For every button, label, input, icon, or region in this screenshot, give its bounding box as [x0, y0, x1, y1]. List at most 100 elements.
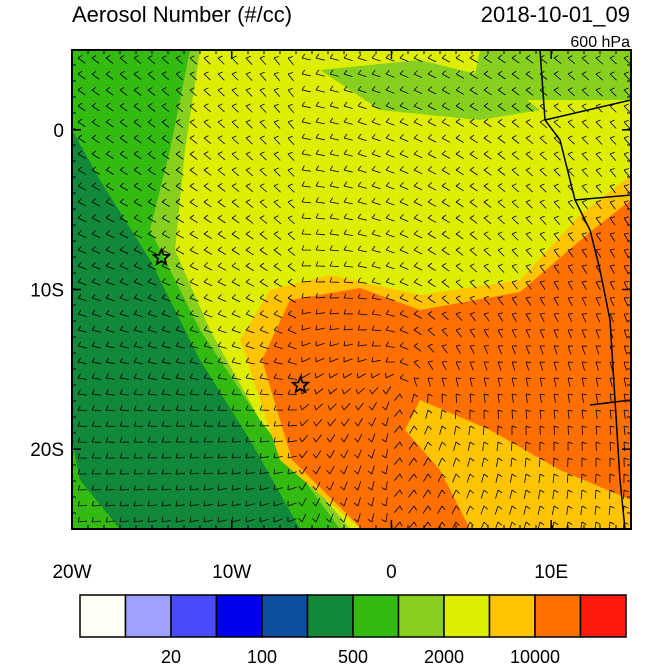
- colorbar-box: [215, 594, 263, 638]
- barb: [203, 501, 213, 507]
- barb: [91, 150, 100, 159]
- barb: [595, 248, 602, 258]
- barb: [119, 405, 130, 412]
- barb: [581, 248, 588, 258]
- barb: [287, 56, 294, 66]
- x-tick-label: 20W: [52, 562, 91, 583]
- barb: [497, 393, 503, 403]
- barb: [441, 246, 450, 256]
- barb: [355, 402, 364, 411]
- barb: [147, 405, 158, 412]
- barb: [595, 297, 602, 307]
- barb: [367, 449, 375, 459]
- barb: [133, 134, 142, 144]
- barb: [329, 117, 339, 125]
- barb: [371, 325, 382, 332]
- barb: [301, 324, 311, 331]
- barb: [329, 197, 339, 204]
- colorbar: 20 100 500 2000 10000: [79, 594, 627, 667]
- barb: [189, 182, 198, 192]
- barb: [497, 70, 506, 80]
- barb: [413, 102, 423, 111]
- barb: [381, 465, 388, 475]
- barb: [537, 505, 545, 515]
- barb: [77, 277, 87, 286]
- barb: [441, 70, 451, 79]
- barb: [259, 246, 268, 256]
- barb: [189, 325, 199, 333]
- barb: [399, 70, 409, 78]
- barb: [91, 453, 102, 459]
- barb: [203, 373, 213, 380]
- barb: [539, 441, 545, 452]
- barb: [567, 55, 576, 65]
- barb: [567, 248, 574, 258]
- barb: [567, 103, 575, 113]
- barb: [245, 516, 255, 523]
- barb: [483, 328, 490, 338]
- barb: [595, 441, 601, 452]
- barb: [203, 87, 211, 97]
- barb: [455, 247, 464, 256]
- barb: [301, 277, 312, 283]
- barb: [161, 437, 171, 443]
- barb: [385, 245, 395, 254]
- barb: [343, 165, 353, 173]
- barb: [553, 457, 559, 468]
- barb: [203, 453, 214, 459]
- barb: [581, 183, 589, 194]
- barb: [609, 248, 616, 258]
- barb: [413, 118, 423, 127]
- barb: [231, 87, 239, 97]
- barb: [483, 102, 492, 112]
- barb: [287, 294, 296, 303]
- barb: [301, 133, 311, 140]
- barb: [439, 425, 447, 435]
- barb: [77, 501, 88, 507]
- barb: [91, 357, 101, 365]
- barb: [525, 247, 533, 258]
- barb: [441, 214, 450, 224]
- barb: [455, 166, 464, 176]
- barb: [399, 342, 409, 350]
- barb: [245, 357, 255, 365]
- barb: [259, 87, 267, 97]
- barb: [371, 69, 381, 78]
- barb: [245, 135, 253, 145]
- barb: [609, 264, 615, 274]
- barb: [259, 437, 270, 443]
- barb: [408, 521, 417, 529]
- barb: [567, 216, 575, 226]
- barb: [355, 387, 365, 395]
- barb: [273, 373, 283, 380]
- barb: [329, 181, 339, 189]
- barb: [371, 117, 381, 126]
- barb: [91, 118, 100, 128]
- barb: [385, 150, 395, 158]
- barb: [189, 166, 198, 176]
- barb: [511, 312, 518, 322]
- barb: [399, 358, 409, 366]
- barb: [189, 198, 198, 208]
- barb: [483, 215, 492, 225]
- barb: [524, 473, 531, 483]
- barb: [161, 87, 170, 97]
- barb: [538, 457, 545, 468]
- barb: [581, 441, 587, 452]
- barb: [441, 361, 448, 371]
- barb: [357, 325, 368, 331]
- barb: [393, 473, 403, 482]
- barb: [315, 245, 326, 251]
- barb: [553, 296, 559, 306]
- barb: [203, 421, 214, 427]
- barb: [231, 421, 241, 427]
- barb: [312, 513, 320, 523]
- barb: [77, 182, 87, 191]
- barb: [161, 421, 172, 427]
- barb: [595, 361, 602, 371]
- barb: [357, 53, 367, 62]
- barb: [175, 150, 184, 160]
- barb: [393, 409, 403, 418]
- barb: [511, 215, 519, 225]
- barb: [399, 86, 409, 94]
